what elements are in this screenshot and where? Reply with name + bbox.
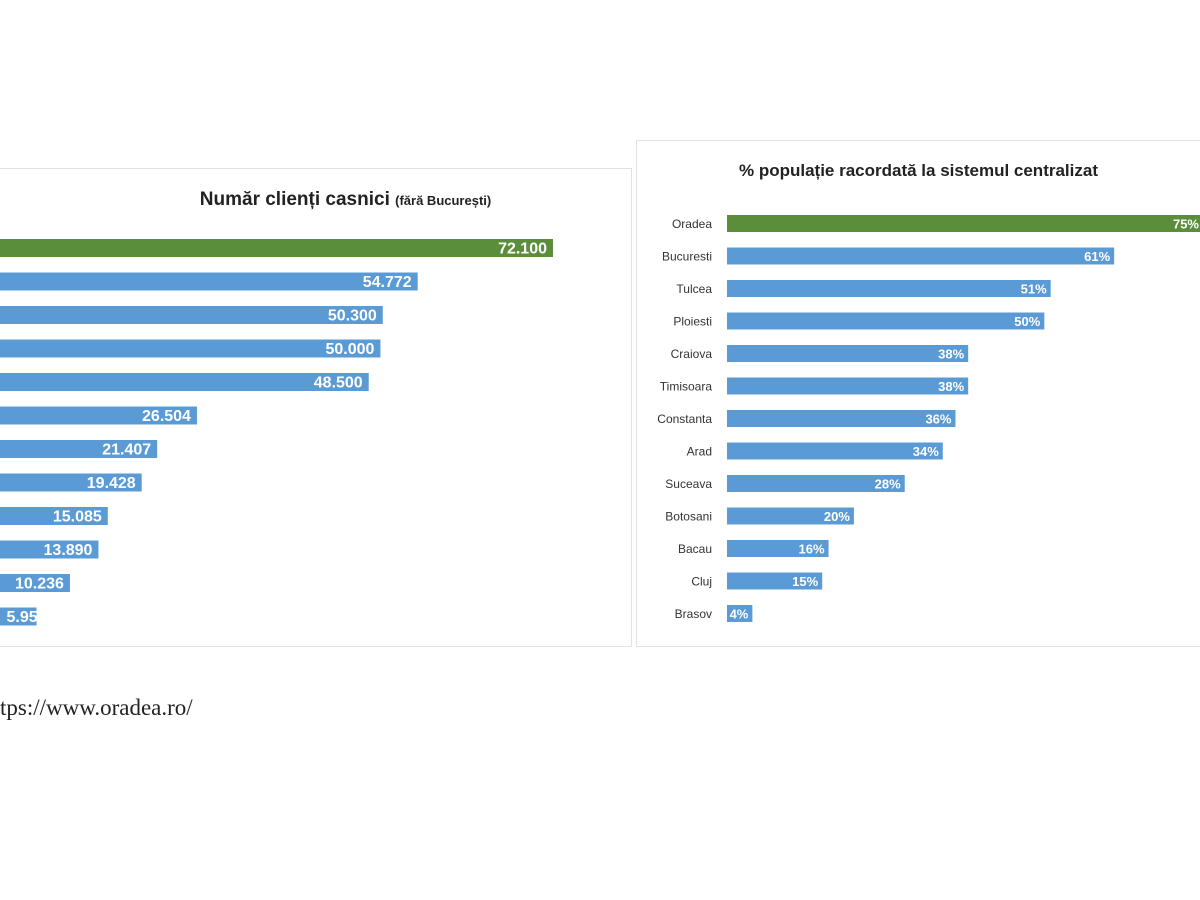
bar-connected-10 [727, 540, 829, 557]
bar-connected-value-2: 51% [1021, 282, 1047, 297]
bar-connected-value-3: 50% [1014, 314, 1040, 329]
bar-households-value-11: 5.954 [6, 609, 46, 626]
bar-households-value-5: 26.504 [142, 408, 191, 425]
source-url[interactable]: tps://www.oradea.ro/ [0, 695, 193, 720]
bar-households-6 [0, 440, 158, 458]
bar-connected-value-11: 15% [792, 574, 818, 589]
chart-households-plot: 72.100 54.772 50.300 50.000 48.500 26.504 21.4… [0, 239, 553, 626]
category-label-11: Cluj [691, 575, 712, 589]
bar-households-0 [0, 239, 553, 257]
bar-connected-0 [727, 215, 1200, 232]
chart-connected-plot: Oradea 75% Bucuresti 61% Tulcea 51% Ploiesti 50… [657, 215, 1200, 622]
bar-households-5 [0, 406, 197, 425]
bar-connected-3 [727, 312, 1045, 330]
bar-connected-12 [727, 605, 753, 622]
chart-connected-panel: % populație racordată la sistemul centra… [636, 140, 1200, 647]
category-label-3: Ploiesti [673, 315, 712, 329]
bar-households-value-8: 15.085 [53, 509, 102, 526]
category-label-4: Craiova [671, 347, 713, 361]
bar-households-value-4: 48.500 [314, 375, 363, 392]
bar-households-value-7: 19.428 [87, 475, 136, 492]
category-label-6: Constanta [657, 412, 712, 426]
bar-connected-value-1: 61% [1084, 249, 1110, 264]
bar-connected-value-8: 28% [875, 477, 901, 492]
category-label-2: Tulcea [676, 282, 712, 296]
bar-connected-value-6: 36% [925, 412, 951, 427]
bar-connected-1 [727, 247, 1115, 265]
bar-households-9 [0, 540, 99, 559]
bar-connected-9 [727, 507, 854, 525]
bar-households-value-0: 72.100 [498, 241, 547, 258]
chart-connected-title: % populație racordată la sistemul centra… [738, 161, 1098, 180]
bar-connected-value-12: 4% [730, 607, 749, 622]
bar-households-value-3: 50.000 [325, 341, 374, 358]
bar-households-value-6: 21.407 [102, 442, 151, 459]
bar-households-11 [0, 607, 37, 626]
category-label-1: Bucuresti [662, 250, 712, 264]
bar-connected-11 [727, 572, 823, 590]
bar-connected-6 [727, 410, 956, 427]
bar-households-4 [0, 373, 369, 391]
bar-households-value-1: 54.772 [363, 274, 412, 291]
category-label-12: Brasov [675, 607, 712, 621]
category-label-10: Bacau [678, 542, 712, 556]
category-label-9: Botosani [665, 510, 712, 524]
bar-connected-2 [727, 280, 1051, 297]
bar-households-value-2: 50.300 [328, 308, 377, 325]
bar-connected-value-7: 34% [913, 444, 939, 459]
bar-connected-value-4: 38% [938, 347, 964, 362]
category-label-7: Arad [687, 445, 712, 459]
category-label-8: Suceava [665, 477, 712, 491]
bar-households-7 [0, 473, 142, 492]
bar-households-value-9: 13.890 [44, 542, 93, 559]
chart-households-title: Număr clienți casnici (fără București) [60, 189, 631, 211]
chart-households-panel: Număr clienți casnici (fără București) 7… [0, 168, 632, 647]
bar-connected-value-9: 20% [824, 509, 850, 524]
bar-households-1 [0, 272, 418, 291]
bar-households-3 [0, 339, 381, 358]
bar-connected-value-5: 38% [938, 379, 964, 394]
chart-households-title-text: Număr clienți casnici [199, 189, 390, 210]
bar-connected-7 [727, 442, 943, 460]
bar-households-2 [0, 306, 383, 324]
category-label-5: Timisoara [660, 380, 713, 394]
category-label-0: Oradea [672, 217, 712, 231]
bar-households-10 [0, 574, 70, 592]
bar-connected-value-0: 75% [1173, 217, 1199, 232]
bar-households-8 [0, 507, 108, 525]
bar-connected-value-10: 16% [799, 542, 825, 557]
bar-connected-8 [727, 475, 905, 492]
bar-connected-5 [727, 377, 969, 395]
bar-connected-4 [727, 345, 969, 362]
bar-households-value-10: 10.236 [15, 576, 64, 593]
chart-households-subtitle: (fără București) [395, 193, 492, 208]
